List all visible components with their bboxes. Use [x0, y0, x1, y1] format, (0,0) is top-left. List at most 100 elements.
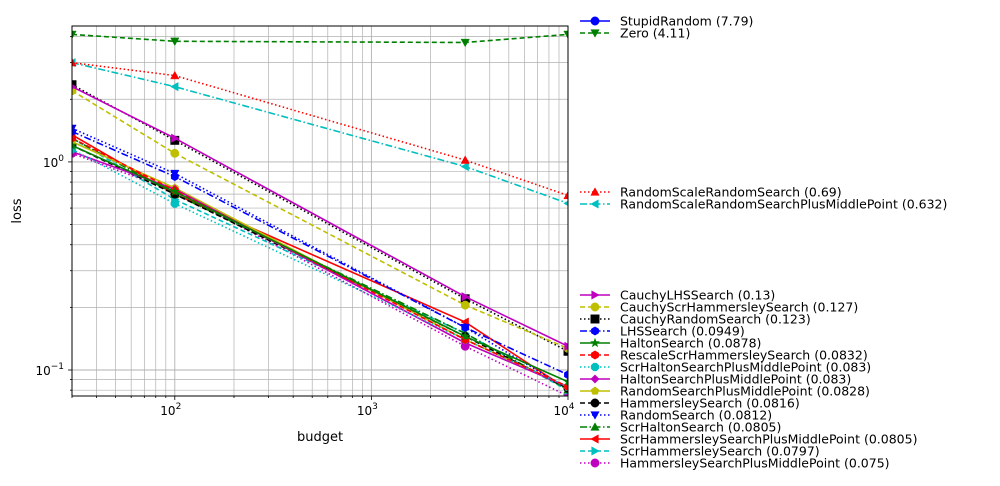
data-point	[170, 199, 179, 208]
legend-marker	[590, 362, 600, 372]
data-point	[72, 133, 76, 143]
legend-item: CauchyScrHammersleySearch (0.127)	[580, 300, 858, 315]
data-point	[72, 57, 77, 67]
data-point	[72, 30, 77, 40]
legend-label: ScrHammersleySearch (0.0797)	[620, 444, 820, 459]
legend-item: CauchyLHSSearch (0.13)	[580, 288, 775, 303]
data-point	[460, 331, 471, 341]
y-axis-label: loss	[10, 198, 25, 223]
legend-item: ScrHaltonSearchPlusMiddlePoint (0.083)	[580, 360, 871, 375]
data-point	[169, 186, 180, 196]
legend-item: RandomScaleRandomSearchPlusMiddlePoint (…	[580, 197, 947, 212]
legend-item: HammersleySearch (0.0816)	[580, 396, 800, 411]
x-axis-label: budget	[297, 430, 343, 445]
legend-item: RescaleScrHammersleySearch (0.0832)	[580, 348, 868, 363]
legend-marker	[590, 411, 600, 420]
data-point	[461, 292, 470, 302]
tick-label: 10−1	[35, 362, 64, 378]
legend-marker	[591, 290, 600, 300]
legend-marker	[590, 458, 600, 468]
data-point	[170, 172, 179, 182]
legend-marker	[589, 337, 601, 348]
data-point	[460, 155, 470, 164]
legend-label: ScrHaltonSearchPlusMiddlePoint (0.083)	[620, 360, 871, 375]
legend-item: HammersleySearchPlusMiddlePoint (0.075)	[580, 456, 890, 471]
data-point	[170, 82, 179, 92]
legend-item: Zero (4.11)	[580, 26, 690, 41]
series-1	[72, 30, 568, 48]
legend-marker	[590, 422, 600, 431]
legend-marker	[590, 386, 600, 395]
legend-marker	[590, 302, 600, 312]
series-line	[72, 61, 568, 205]
tick-label: 100	[43, 154, 64, 170]
series-7	[72, 127, 568, 380]
legend-label: Zero (4.11)	[620, 26, 690, 41]
legend-item: CauchyRandomSearch (0.123)	[580, 312, 811, 327]
legend-item: RandomSearchPlusMiddlePoint (0.0828)	[580, 384, 870, 399]
legend-marker	[590, 29, 600, 38]
data-point	[170, 148, 180, 158]
series-4	[72, 84, 568, 351]
plot-frame	[71, 25, 569, 397]
series-line	[72, 134, 568, 391]
series-line	[72, 144, 568, 383]
series-line	[72, 89, 568, 350]
series-line	[72, 137, 568, 391]
legend-label: CauchyLHSSearch (0.13)	[620, 288, 775, 303]
data-point	[562, 376, 568, 387]
data-point	[563, 190, 568, 200]
data-point	[460, 38, 470, 48]
series-2	[72, 57, 568, 200]
legend-label: CauchyRandomSearch (0.123)	[620, 312, 811, 327]
tick-label: 102	[160, 402, 181, 418]
tick-label: 103	[357, 402, 378, 418]
series-line	[72, 137, 568, 388]
series-line	[72, 127, 568, 390]
legend-item: ScrHammersleySearch (0.0797)	[580, 444, 820, 459]
legend-item: HaltonSearch (0.0878)	[580, 336, 761, 351]
legend-item: StupidRandom (7.79)	[580, 14, 753, 29]
data-point	[564, 370, 568, 380]
data-point	[171, 133, 180, 143]
series-3	[72, 58, 568, 207]
data-point	[564, 341, 568, 351]
legend: StupidRandom (7.79)Zero (4.11) RandomScal…	[580, 14, 947, 471]
legend-item: RandomSearch (0.0812)	[580, 408, 772, 423]
legend-marker	[590, 434, 599, 444]
legend-label: StupidRandom (7.79)	[620, 14, 753, 29]
legend-label: RescaleScrHammersleySearch (0.0832)	[620, 348, 868, 363]
legend-label: CauchyScrHammersleySearch (0.127)	[620, 300, 858, 315]
series-line	[72, 130, 568, 376]
legend-marker	[590, 314, 600, 324]
legend-item: HaltonSearchPlusMiddlePoint (0.083)	[580, 372, 851, 387]
legend-label: HammersleySearchPlusMiddlePoint (0.075)	[620, 456, 890, 471]
legend-label: HaltonSearch (0.0878)	[620, 336, 761, 351]
series-9	[72, 133, 568, 392]
legend-marker	[590, 374, 600, 384]
series-line	[72, 152, 568, 396]
legend-marker	[590, 199, 599, 209]
legend-label: RandomScaleRandomSearch (0.69)	[620, 185, 842, 200]
legend-item: ScrHammersleySearchPlusMiddlePoint (0.08…	[580, 432, 917, 447]
series-line	[72, 33, 568, 44]
legend-label: ScrHaltonSearch (0.0805)	[620, 420, 781, 435]
series-line	[72, 85, 568, 348]
data-point	[170, 37, 180, 46]
legend-label: RandomSearchPlusMiddlePoint (0.0828)	[620, 384, 870, 399]
data-point	[460, 161, 469, 172]
series-line	[72, 148, 568, 388]
legend-label: LHSSearch (0.0949)	[620, 324, 745, 339]
legend-marker	[591, 350, 599, 360]
legend-label: RandomSearch (0.0812)	[620, 408, 772, 423]
legend-label: ScrHammersleySearchPlusMiddlePoint (0.08…	[620, 432, 917, 447]
legend-item: ScrHaltonSearch (0.0805)	[580, 420, 781, 435]
legend-marker	[590, 398, 600, 408]
series-line	[72, 150, 568, 388]
series-line	[72, 84, 568, 353]
series-line	[72, 61, 568, 197]
grid	[71, 26, 569, 396]
legend-marker	[590, 187, 600, 196]
legend-label: HammersleySearch (0.0816)	[620, 396, 800, 411]
